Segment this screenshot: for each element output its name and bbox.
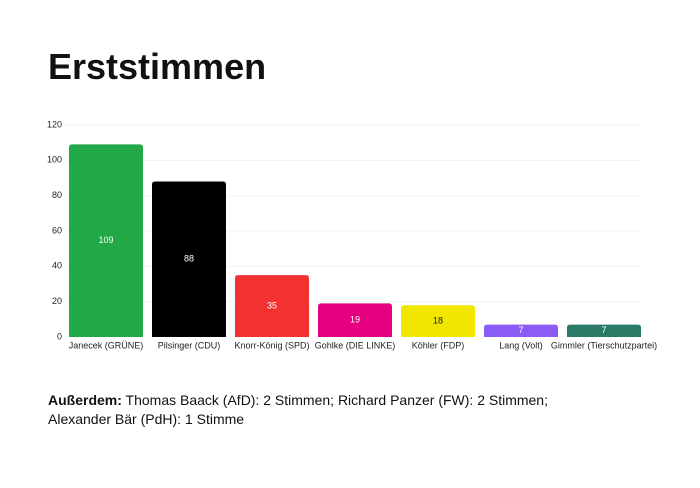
x-tick-label: Lang (Volt): [499, 340, 543, 350]
value-label: 19: [350, 315, 360, 325]
x-tick-label: Gimmler (Tierschutzpartei): [551, 340, 657, 350]
bar: [567, 324, 641, 337]
value-label: 7: [601, 325, 606, 335]
value-label: 88: [184, 254, 194, 264]
value-label: 7: [518, 325, 523, 335]
y-tick-label: 100: [47, 155, 62, 165]
y-tick-label: 40: [52, 261, 62, 271]
bar: [484, 324, 558, 337]
x-tick-label: Gohlke (DIE LINKE): [315, 340, 396, 350]
value-label: 18: [433, 315, 443, 325]
bar: [401, 305, 475, 337]
value-label: 109: [98, 235, 113, 245]
y-tick-label: 0: [57, 331, 62, 341]
y-tick-label: 60: [52, 225, 62, 235]
y-tick-label: 80: [52, 190, 62, 200]
bar: [69, 144, 143, 337]
chart-title: Erststimmen: [48, 46, 267, 87]
bar: [152, 181, 226, 337]
y-tick-label: 120: [47, 119, 62, 129]
x-tick-label: Köhler (FDP): [412, 340, 465, 350]
bar: [318, 303, 392, 337]
footnote-label: Außerdem:: [48, 392, 122, 408]
x-tick-label: Knorr-König (SPD): [234, 340, 309, 350]
x-tick-label: Pilsinger (CDU): [158, 340, 221, 350]
value-label: 35: [267, 300, 277, 310]
x-tick-label: Janecek (GRÜNE): [69, 340, 144, 350]
footnote: Außerdem: Thomas Baack (AfD): 2 Stimmen;…: [48, 391, 588, 429]
bar: [235, 275, 309, 337]
footnote-text: Thomas Baack (AfD): 2 Stimmen; Richard P…: [48, 392, 548, 427]
y-tick-label: 20: [52, 296, 62, 306]
